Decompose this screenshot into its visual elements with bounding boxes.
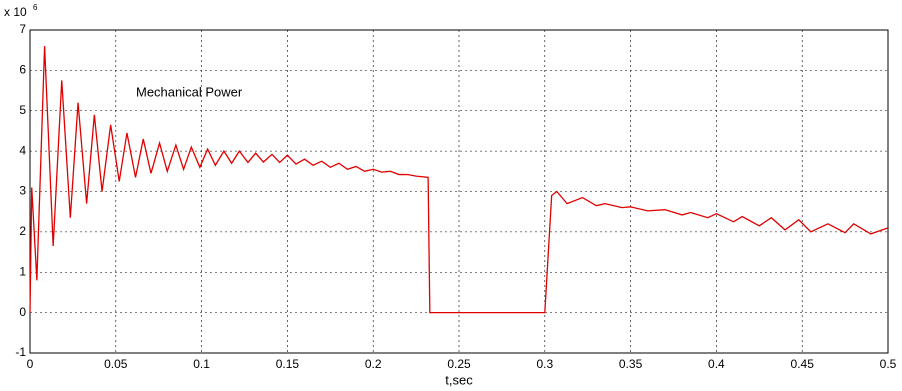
annotation: Mechanical Power [136, 84, 243, 99]
x-tick-label: 0.1 [193, 357, 210, 371]
x-tick-label: 0.35 [619, 357, 643, 371]
x-tick-label: 0.5 [880, 357, 897, 371]
y-multiplier: x 10 [4, 5, 27, 19]
y-tick-label: 0 [19, 305, 26, 319]
y-tick-label: 4 [19, 143, 26, 157]
x-tick-label: 0.45 [791, 357, 815, 371]
y-tick-label: 2 [19, 224, 26, 238]
x-tick-label: 0.4 [708, 357, 725, 371]
y-tick-label: 6 [19, 63, 26, 77]
data-line [29, 46, 889, 314]
x-axis-label: t,sec [445, 372, 473, 387]
x-tick-label: 0.2 [365, 357, 382, 371]
y-tick-label: 5 [19, 103, 26, 117]
x-tick-label: 0.05 [104, 357, 128, 371]
y-tick-label: -1 [15, 345, 26, 359]
y-tick-label: 3 [19, 184, 26, 198]
plot-frame [29, 29, 889, 354]
x-tick-label: 0.3 [536, 357, 553, 371]
y-multiplier-exponent: 6 [33, 3, 38, 12]
x-tick-label: 0.15 [276, 357, 300, 371]
x-tick-label: 0.25 [447, 357, 471, 371]
y-tick-label: 1 [19, 264, 26, 278]
y-tick-label: 7 [19, 22, 26, 36]
x-tick-label: 0 [27, 357, 34, 371]
